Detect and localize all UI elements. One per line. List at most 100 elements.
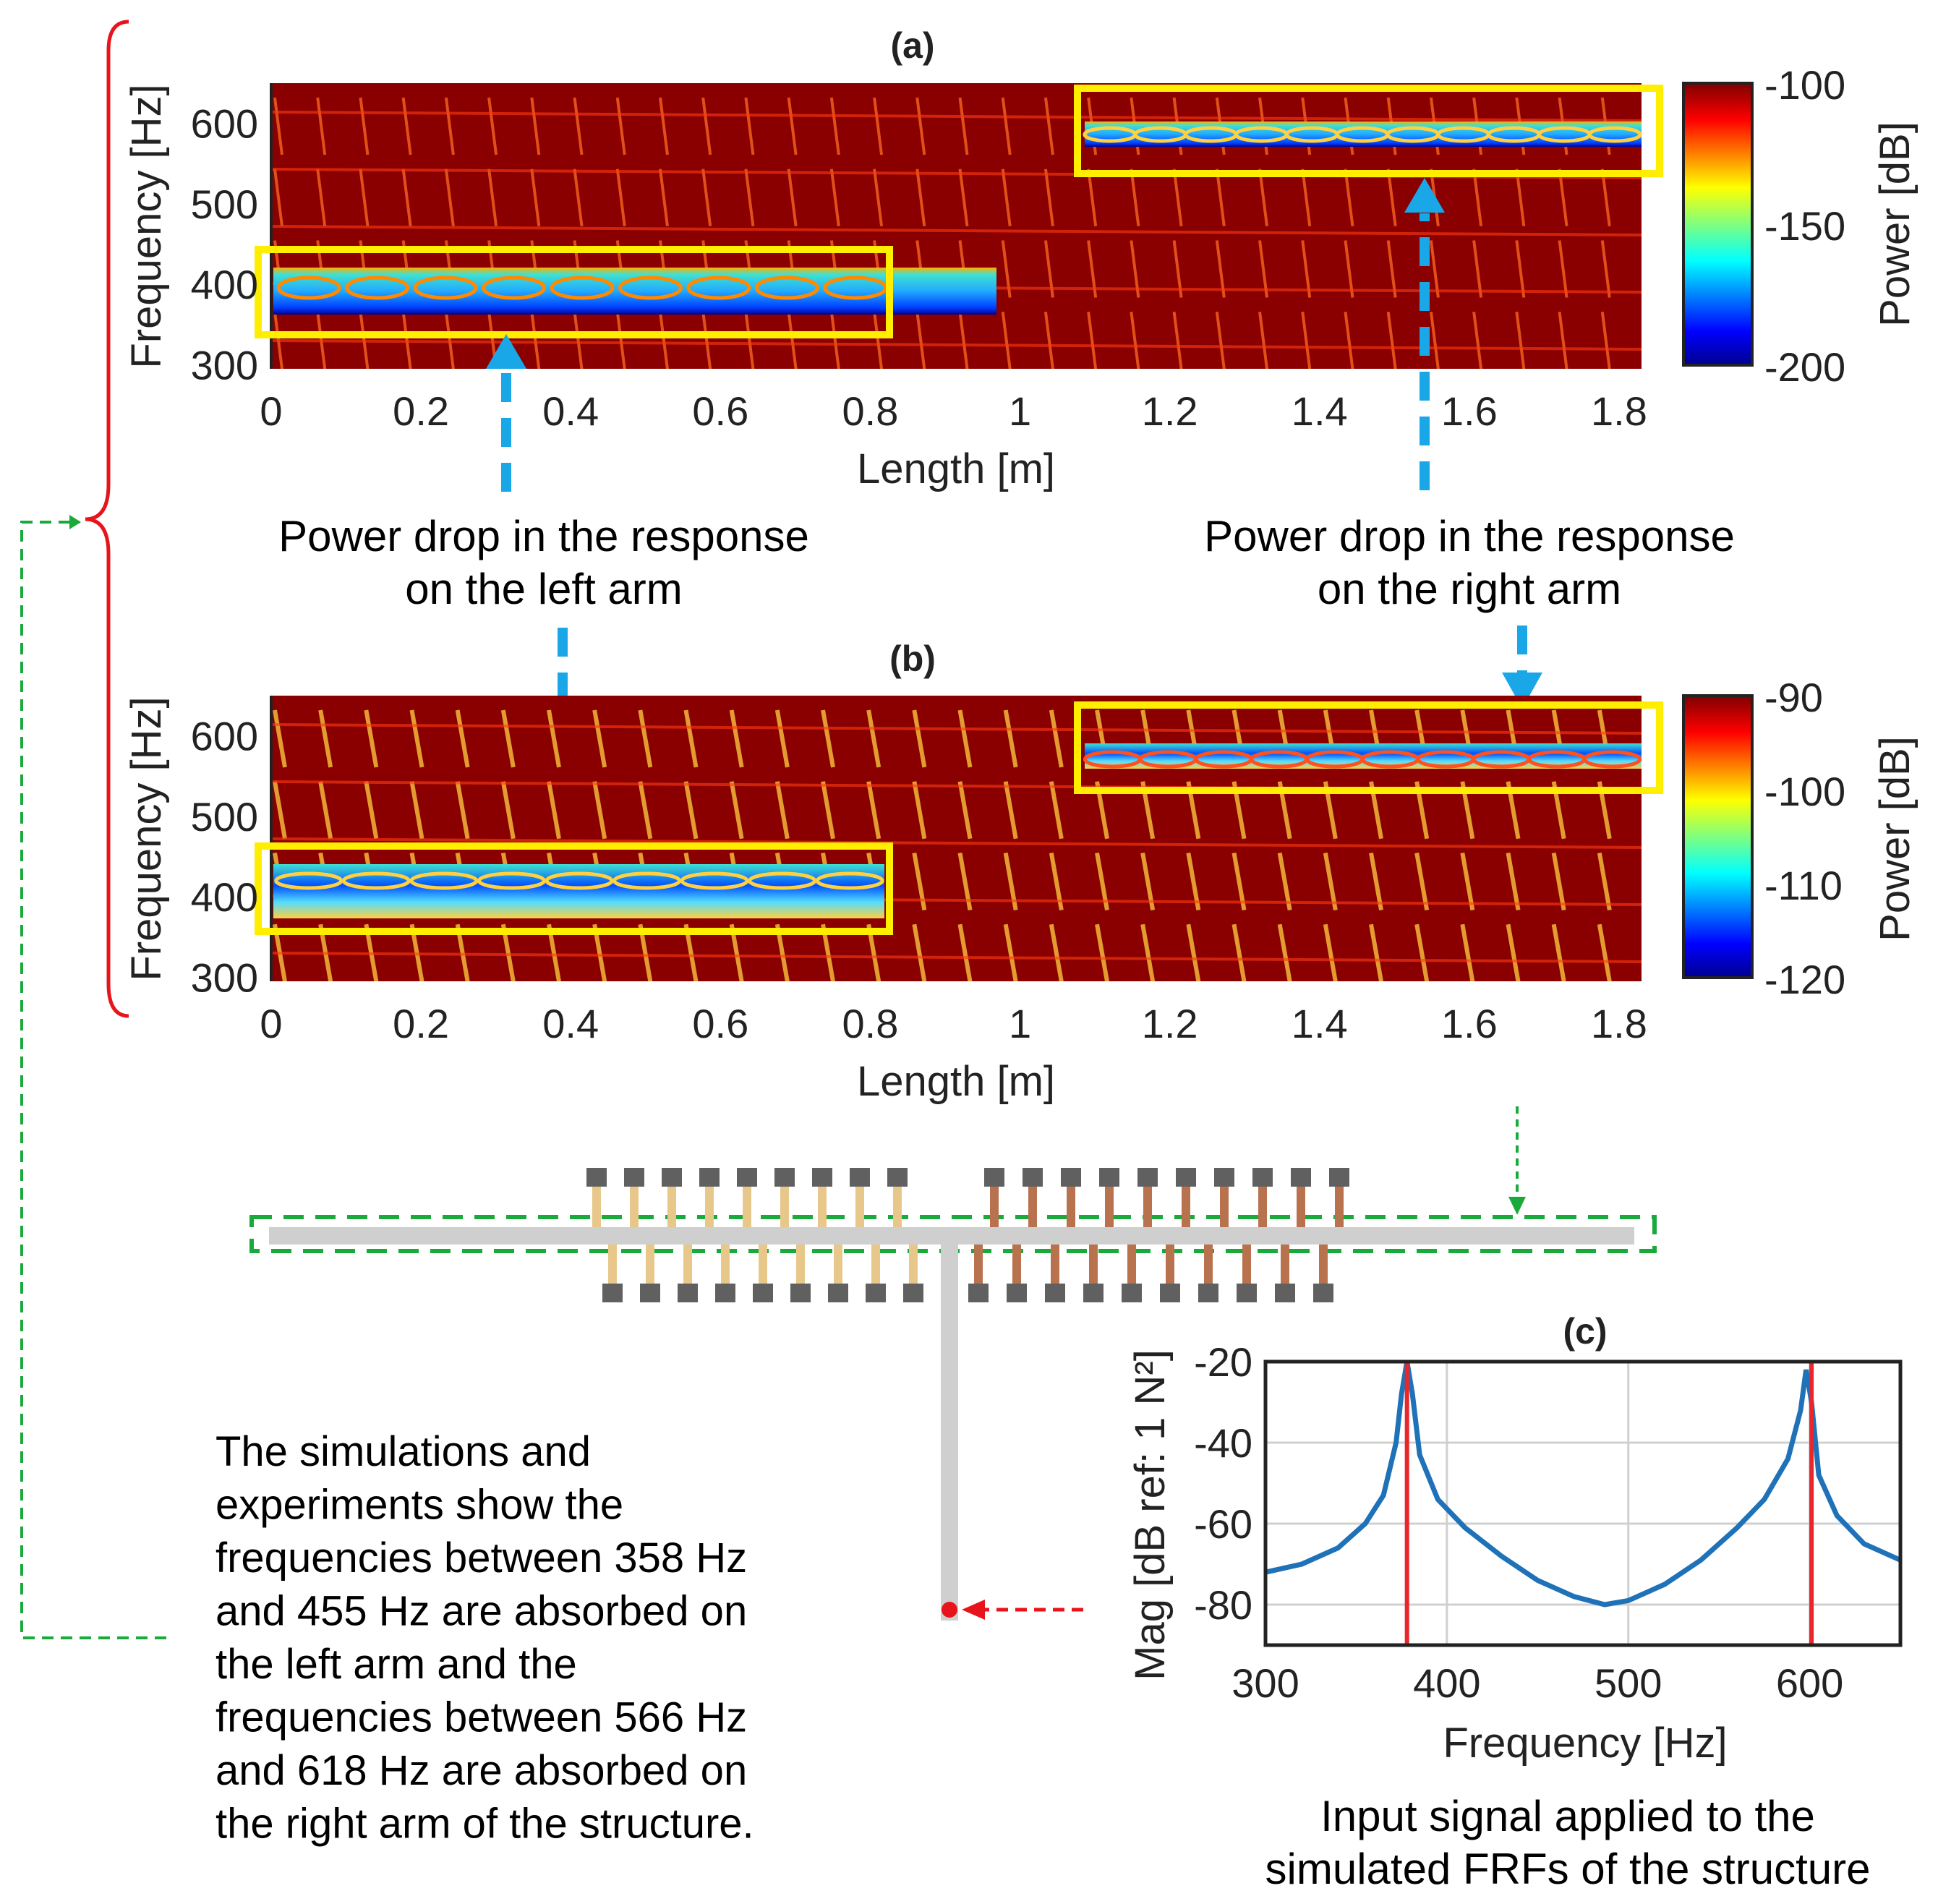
heatmap-streak — [401, 97, 412, 155]
summary-text-line: the right arm of the structure. — [215, 1801, 754, 1848]
resonator-spring — [1220, 1184, 1229, 1227]
summary-text-line: experiments show the — [215, 1482, 623, 1529]
colorbar-tick-label: -150 — [1764, 203, 1845, 249]
heatmap-streak — [1130, 168, 1140, 227]
heatmap-streak — [1130, 311, 1140, 369]
heatmap-streak — [592, 709, 607, 768]
resonator-spring — [1319, 1245, 1328, 1284]
panel-b-ylabel: Frequency [Hz] — [123, 696, 170, 981]
resonator-mass — [1252, 1168, 1273, 1187]
x-tick-label: 1 — [1009, 1001, 1031, 1046]
x-tick-label: 1.6 — [1441, 388, 1498, 434]
resonator-mass — [699, 1168, 720, 1187]
heatmap-streak — [1597, 852, 1612, 911]
resonator-spring — [1182, 1184, 1190, 1227]
frf-plot-area — [1265, 1362, 1900, 1645]
panel-b-xlabel: Length [m] — [857, 1058, 1055, 1105]
y-tick-label: 600 — [191, 714, 258, 759]
x-tick-label: 1.2 — [1142, 1001, 1198, 1046]
heatmap-streak — [1301, 240, 1312, 298]
heatmap-streak — [273, 168, 283, 227]
x-tick-label: 0.6 — [692, 1001, 748, 1046]
y-tick-label: -60 — [1194, 1501, 1252, 1547]
x-tick-label: 1 — [1009, 388, 1031, 434]
band-cell — [815, 871, 884, 890]
heatmap-streak — [1087, 311, 1098, 369]
heatmap-streak — [1506, 852, 1521, 911]
left-arm-text-2: on the left arm — [405, 565, 683, 613]
heatmap-streak — [821, 709, 835, 768]
heatmap-b-background — [271, 696, 1642, 981]
x-tick-label: 0 — [260, 1001, 282, 1046]
highlight-box-a-right — [1074, 85, 1663, 177]
resonator-spring — [909, 1245, 918, 1284]
band-cell — [748, 871, 817, 890]
heatmap-streak — [1551, 923, 1566, 981]
resonator-spring — [1051, 1245, 1059, 1284]
x-tick-label: 0.6 — [692, 388, 748, 434]
x-tick-label: 1.4 — [1292, 388, 1348, 434]
heatmap-streak — [1043, 168, 1054, 227]
colorbar-tick-label: -120 — [1764, 957, 1845, 1002]
heatmap-streak — [1049, 923, 1064, 981]
resonator-spring — [646, 1245, 654, 1284]
band-a-left — [273, 268, 996, 315]
heatmap-streak — [409, 709, 424, 768]
right-arm-text-1: Power drop in the response — [1204, 512, 1735, 560]
heatmap-streak — [615, 168, 626, 227]
heatmap-streak — [958, 97, 969, 155]
heatmap-streak — [1597, 923, 1612, 981]
panel-a-xlabel: Length [m] — [857, 445, 1055, 492]
heatmap-streak — [615, 97, 626, 155]
heatmap-streak — [1172, 311, 1183, 369]
heatmap-streak — [1558, 311, 1568, 369]
heatmap-ridge — [271, 225, 1642, 236]
structure-diagram — [249, 1106, 1657, 1621]
x-tick-label: 0.2 — [393, 388, 449, 434]
resonator-spring — [1089, 1245, 1098, 1284]
green-arrowhead-icon — [1508, 1197, 1526, 1215]
resonator-spring — [1143, 1184, 1152, 1227]
resonator-spring — [990, 1184, 999, 1227]
band-cell — [482, 276, 547, 300]
heatmap-streak — [774, 781, 790, 840]
heatmap-streak — [829, 168, 840, 227]
y-tick-label: 500 — [191, 794, 258, 840]
heatmap-panel-b: 0 0.2 0.4 0.6 0.8 1 1.2 1.4 1.6 1.8 300 400 500 600 (… — [123, 639, 1918, 1105]
resonator-spring — [759, 1245, 767, 1284]
heatmap-streak — [912, 709, 927, 768]
panel-b-title: (b) — [889, 639, 936, 679]
heatmap-streak — [1140, 923, 1156, 981]
x-tick-label: 1.8 — [1591, 1001, 1647, 1046]
heatmap-streak — [1043, 311, 1054, 369]
heatmap-streak — [359, 97, 370, 155]
heatmap-streak — [1600, 311, 1611, 369]
resonator-spring — [974, 1245, 983, 1284]
summary-text-line: and 618 Hz are absorbed on — [215, 1747, 747, 1794]
heatmap-streak — [1215, 168, 1226, 227]
band-cell — [823, 276, 888, 300]
resonator-mass — [774, 1168, 795, 1187]
frf-panel-c: 300 400 500 600 -20 -40 -60 -80 (c) Frequency [… — [1127, 1311, 1903, 1893]
heatmap-streak — [1386, 311, 1397, 369]
heatmap-streak — [1414, 923, 1430, 981]
band-cell — [1583, 750, 1642, 769]
colorbar-tick-label: -200 — [1764, 344, 1845, 390]
y-tick-label: -40 — [1194, 1420, 1252, 1466]
band-cell — [686, 276, 751, 300]
heatmap-streak — [1515, 240, 1526, 298]
heatmap-streak — [273, 709, 287, 768]
resonator-mass — [968, 1284, 989, 1302]
heatmap-streak — [1043, 97, 1054, 155]
panel-c-xlabel: Frequency [Hz] — [1443, 1720, 1727, 1767]
resonator-spring — [1204, 1245, 1213, 1284]
colorbar-b — [1682, 694, 1754, 979]
heatmap-streak — [1386, 240, 1397, 298]
band-cell — [1587, 126, 1642, 143]
resonator-spring — [1012, 1245, 1021, 1284]
heatmap-streak — [701, 168, 712, 227]
heatmap-streak — [455, 781, 470, 840]
resonator-spring — [705, 1184, 714, 1227]
heatmap-streak — [1323, 852, 1338, 911]
heatmap-streak — [1231, 923, 1247, 981]
